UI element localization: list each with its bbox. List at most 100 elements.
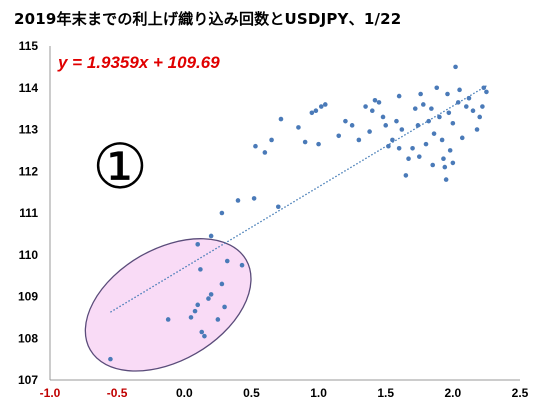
data-point xyxy=(450,160,456,166)
data-point xyxy=(429,106,434,111)
data-point xyxy=(484,89,489,95)
data-point xyxy=(296,125,301,130)
data-point xyxy=(219,210,225,216)
data-point xyxy=(431,131,437,136)
data-point xyxy=(457,87,462,93)
data-point xyxy=(367,129,372,134)
data-point xyxy=(418,91,423,97)
y-tick-label: 112 xyxy=(19,164,39,178)
y-tick-label: 111 xyxy=(19,206,38,220)
data-point xyxy=(322,102,328,107)
data-point xyxy=(470,108,476,114)
data-point xyxy=(459,135,465,141)
data-point xyxy=(421,102,426,107)
data-point xyxy=(235,198,241,203)
y-tick-label: 114 xyxy=(19,81,39,95)
data-point xyxy=(477,114,483,120)
data-point xyxy=(318,104,324,109)
data-point xyxy=(394,118,399,124)
data-point xyxy=(426,118,431,124)
chart-title: 2019年末までの利上げ織り込み回数とUSDJPY、1/22 xyxy=(14,10,402,28)
y-tick-label: 113 xyxy=(19,123,39,137)
x-tick-label: -1.0 xyxy=(40,386,61,400)
data-point xyxy=(434,85,440,91)
x-tick-label: 1.0 xyxy=(310,386,327,400)
data-point xyxy=(195,302,201,308)
data-point xyxy=(423,141,429,147)
y-tick-label: 107 xyxy=(18,373,38,387)
data-point xyxy=(222,304,227,310)
data-point xyxy=(463,104,469,109)
data-point xyxy=(253,143,258,149)
highlight-ellipse xyxy=(84,238,252,372)
data-point xyxy=(215,317,221,322)
data-point xyxy=(437,114,442,120)
data-point xyxy=(453,64,458,70)
data-point xyxy=(251,196,257,201)
data-point xyxy=(206,296,211,301)
data-point xyxy=(396,145,402,151)
data-point xyxy=(224,258,230,264)
x-tick-label: -0.5 xyxy=(107,386,128,400)
data-point xyxy=(343,118,348,124)
circle-1-marker: ① xyxy=(92,130,148,203)
data-point xyxy=(219,281,225,287)
x-tick-label: 2.0 xyxy=(445,386,462,400)
data-point xyxy=(372,97,378,103)
data-point xyxy=(275,204,281,210)
data-point xyxy=(412,106,418,111)
data-point xyxy=(195,242,201,247)
y-tick-label: 110 xyxy=(19,248,39,262)
data-point xyxy=(455,100,461,105)
data-point xyxy=(442,164,448,170)
data-point xyxy=(239,262,245,268)
data-point xyxy=(439,137,445,143)
data-point xyxy=(416,154,422,159)
y-tick-label: 115 xyxy=(19,39,39,53)
data-point xyxy=(356,137,362,143)
x-tick-label: 0.0 xyxy=(176,386,193,400)
data-point xyxy=(415,123,421,128)
data-point xyxy=(386,143,391,149)
data-point xyxy=(383,123,389,128)
data-point xyxy=(313,108,319,114)
data-point xyxy=(390,137,395,143)
data-point xyxy=(309,110,315,116)
data-point xyxy=(480,104,485,109)
data-point xyxy=(376,100,382,105)
data-point xyxy=(363,104,368,109)
data-point xyxy=(406,156,411,162)
data-point xyxy=(199,329,205,335)
data-point xyxy=(188,315,194,320)
y-tick-label: 109 xyxy=(18,290,38,304)
data-point xyxy=(380,114,386,120)
data-point xyxy=(208,292,214,297)
x-tick-label: 2.5 xyxy=(512,386,529,400)
data-point xyxy=(108,356,113,362)
x-tick-label: 1.5 xyxy=(377,386,394,400)
data-point xyxy=(396,93,402,99)
equation-label: y = 1.9359x + 109.69 xyxy=(57,53,220,72)
data-point xyxy=(165,317,171,322)
data-point xyxy=(466,95,472,101)
data-point xyxy=(445,91,450,97)
data-point xyxy=(349,123,355,128)
data-point xyxy=(192,308,198,314)
data-point xyxy=(208,233,214,239)
data-point xyxy=(202,333,207,339)
data-point xyxy=(441,156,446,162)
data-point xyxy=(369,108,375,114)
data-point xyxy=(474,127,480,132)
x-tick-label: 0.5 xyxy=(243,386,260,400)
data-point xyxy=(443,177,449,182)
data-point xyxy=(450,120,456,126)
data-point xyxy=(447,148,453,153)
data-point xyxy=(410,145,415,151)
data-point xyxy=(302,139,308,145)
data-point xyxy=(278,116,284,122)
data-point xyxy=(481,85,487,91)
y-tick-label: 108 xyxy=(18,331,38,345)
data-point xyxy=(269,137,274,143)
data-point xyxy=(403,173,409,178)
